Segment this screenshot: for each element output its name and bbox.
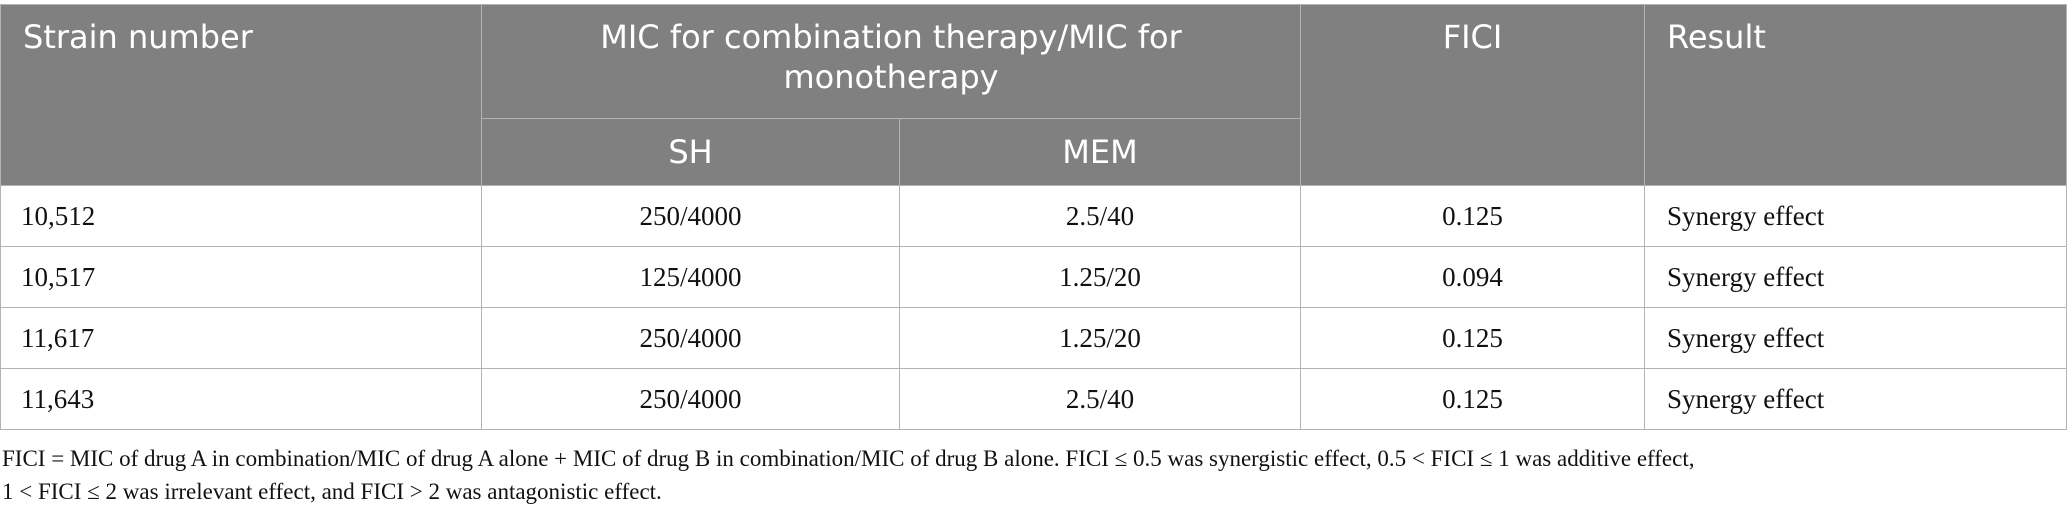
- table-row: 11,643 250/4000 2.5/40 0.125 Synergy eff…: [0, 368, 2067, 430]
- cell-result: Synergy effect: [1644, 185, 2067, 247]
- cell-result: Synergy effect: [1644, 307, 2067, 369]
- header-mic-group: MIC for combination therapy/MIC for mono…: [480, 4, 1302, 119]
- header-sh: SH: [481, 117, 900, 187]
- cell-result: Synergy effect: [1644, 368, 2067, 430]
- header-strain-number: Strain number: [0, 4, 482, 186]
- table-row: 10,512 250/4000 2.5/40 0.125 Synergy eff…: [0, 185, 2067, 247]
- cell-mem: 1.25/20: [898, 307, 1302, 369]
- cell-mem: 1.25/20: [898, 246, 1302, 308]
- cell-strain: 11,643: [0, 368, 482, 430]
- cell-sh: 250/4000: [481, 307, 900, 369]
- header-fici: FICI: [1300, 4, 1646, 186]
- cell-sh: 250/4000: [481, 368, 900, 430]
- header-row-top: Strain number MIC for combination therap…: [0, 4, 2067, 186]
- cell-fici: 0.125: [1300, 368, 1646, 430]
- cell-strain: 10,512: [0, 185, 482, 247]
- table-row: 11,617 250/4000 1.25/20 0.125 Synergy ef…: [0, 307, 2067, 369]
- header-result: Result: [1644, 4, 2067, 186]
- cell-strain: 10,517: [0, 246, 482, 308]
- mic-results-table: Strain number MIC for combination therap…: [0, 4, 2067, 430]
- header-mem: MEM: [898, 117, 1302, 187]
- cell-fici: 0.125: [1300, 185, 1646, 247]
- table-body: 10,512 250/4000 2.5/40 0.125 Synergy eff…: [0, 185, 2067, 430]
- cell-mem: 2.5/40: [898, 185, 1302, 247]
- footnote-line-1: FICI = MIC of drug A in combination/MIC …: [2, 446, 1695, 471]
- header-row-sub: SH MEM: [1, 117, 2067, 187]
- footnote-line-2: 1 < FICI ≤ 2 was irrelevant effect, and …: [2, 479, 662, 504]
- cell-result: Synergy effect: [1644, 246, 2067, 308]
- cell-fici: 0.125: [1300, 307, 1646, 369]
- cell-strain: 11,617: [0, 307, 482, 369]
- table-header: Strain number MIC for combination therap…: [0, 4, 2067, 187]
- cell-sh: 125/4000: [481, 246, 900, 308]
- cell-mem: 2.5/40: [898, 368, 1302, 430]
- table-row: 10,517 125/4000 1.25/20 0.094 Synergy ef…: [0, 246, 2067, 308]
- table-footnote: FICI = MIC of drug A in combination/MIC …: [2, 442, 2002, 508]
- cell-fici: 0.094: [1300, 246, 1646, 308]
- table-container: Strain number MIC for combination therap…: [0, 4, 2067, 508]
- cell-sh: 250/4000: [481, 185, 900, 247]
